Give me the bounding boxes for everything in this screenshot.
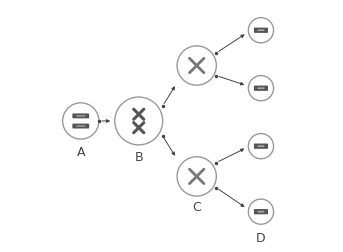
FancyBboxPatch shape <box>254 144 268 149</box>
FancyBboxPatch shape <box>76 125 85 127</box>
Text: C: C <box>192 201 201 214</box>
FancyBboxPatch shape <box>254 85 268 91</box>
FancyBboxPatch shape <box>72 113 89 118</box>
FancyBboxPatch shape <box>76 115 85 116</box>
FancyBboxPatch shape <box>72 123 89 129</box>
Text: B: B <box>134 151 143 164</box>
FancyBboxPatch shape <box>258 29 264 31</box>
FancyBboxPatch shape <box>258 211 264 212</box>
FancyBboxPatch shape <box>258 145 264 147</box>
Text: D: D <box>256 232 266 245</box>
FancyBboxPatch shape <box>258 87 264 89</box>
FancyBboxPatch shape <box>254 28 268 33</box>
FancyBboxPatch shape <box>254 209 268 214</box>
Text: A: A <box>76 146 85 159</box>
